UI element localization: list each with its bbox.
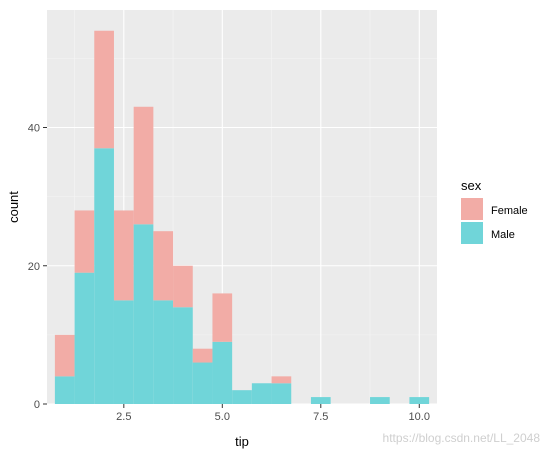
- bar-female: [173, 265, 193, 308]
- bar-male: [212, 341, 233, 404]
- bar-female: [192, 348, 213, 363]
- bar-male: [74, 272, 95, 404]
- bar-male: [232, 390, 252, 404]
- bar-male: [251, 383, 272, 404]
- y-tick-label: 40: [28, 123, 40, 135]
- bar-female: [74, 210, 95, 273]
- x-axis: 2.5 5.0 7.5 10.0: [116, 404, 430, 423]
- bar-male: [94, 148, 114, 404]
- bar-female: [54, 334, 75, 377]
- legend-label-male: Male: [491, 229, 515, 241]
- legend: sex Female Male: [461, 178, 528, 244]
- bar-male: [173, 307, 193, 404]
- legend-key-male: [461, 222, 483, 244]
- bar-male: [370, 397, 390, 404]
- y-tick-label: 20: [28, 261, 40, 273]
- bar-male: [310, 397, 331, 404]
- bar-male: [54, 376, 75, 404]
- legend-label-female: Female: [491, 205, 528, 217]
- grid-minor: [47, 10, 437, 404]
- bar-female: [212, 293, 233, 342]
- y-tick-label: 0: [34, 399, 40, 411]
- y-axis: 0 20 40: [28, 123, 47, 411]
- bar-male: [409, 397, 430, 404]
- bar-female: [153, 231, 174, 301]
- bar-male: [271, 383, 292, 404]
- legend-title: sex: [461, 178, 482, 193]
- bar-female: [133, 106, 154, 225]
- bar-female: [94, 30, 114, 149]
- bar-female: [271, 376, 292, 384]
- bar-female: [113, 210, 134, 301]
- x-tick-label: 10.0: [409, 411, 430, 423]
- bar-male: [153, 300, 174, 404]
- x-axis-title: tip: [235, 434, 249, 449]
- legend-key-female: [461, 198, 483, 220]
- bars: [54, 30, 430, 404]
- x-tick-label: 2.5: [116, 411, 131, 423]
- bar-male: [192, 362, 213, 404]
- x-tick-label: 7.5: [313, 411, 328, 423]
- watermark-text: https://blog.csdn.net/LL_2048: [383, 431, 541, 445]
- bar-male: [113, 300, 134, 404]
- y-axis-title: count: [6, 191, 21, 223]
- bar-male: [133, 224, 154, 404]
- x-tick-label: 5.0: [215, 411, 230, 423]
